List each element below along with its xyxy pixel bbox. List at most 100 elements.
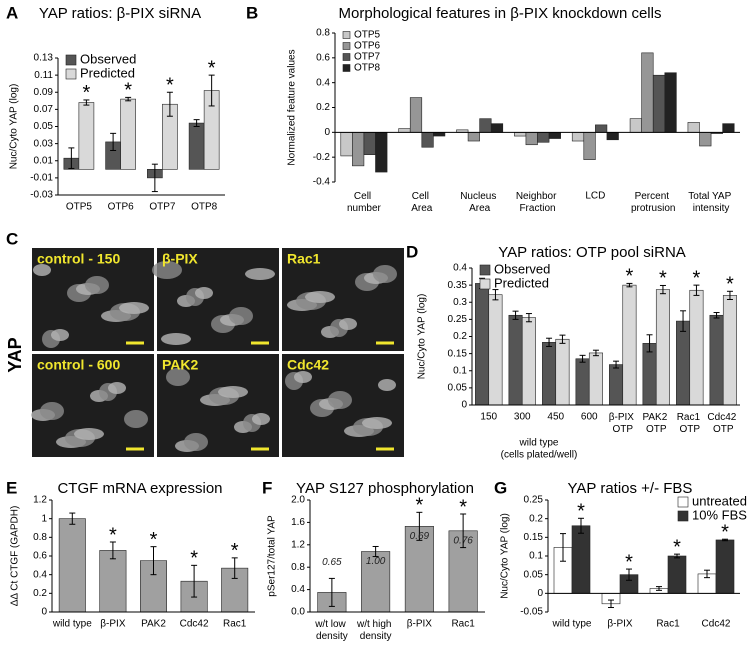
image-label: Cdc42 (287, 357, 329, 373)
cell (119, 302, 149, 314)
cell (184, 433, 208, 451)
error-bar (726, 290, 733, 301)
x-tick-label: Cdc42 OTP (707, 412, 739, 435)
x-tick-label: wild type (552, 619, 592, 630)
cell (108, 382, 126, 394)
y-tick-label: 1.2 (291, 539, 305, 550)
y-tick-label: 0.8 (291, 562, 305, 573)
bar (421, 132, 434, 148)
significance-mark: * (109, 524, 117, 546)
y-tick-label: 0.13 (34, 53, 54, 64)
y-tick-label: 0 (537, 588, 543, 599)
x-tick-label: Rac1 OTP (677, 412, 703, 435)
chart-title: CTGF mRNA expression (57, 480, 222, 497)
bar (409, 97, 423, 133)
cell (305, 291, 335, 303)
bar (641, 52, 654, 133)
y-tick-label: 0.25 (448, 314, 468, 325)
error-bar (512, 310, 519, 320)
bar (361, 551, 391, 613)
x-tick-label: Rac1 (656, 619, 680, 630)
bar (715, 539, 735, 594)
bar (340, 132, 353, 157)
y-tick-label: 0 (324, 127, 330, 138)
error-bar (680, 310, 687, 332)
y-tick-label: 0.4 (33, 569, 47, 580)
image-label: PAK2 (162, 357, 199, 373)
cell (195, 287, 213, 299)
bar (629, 118, 642, 133)
y-tick-label: 0.0 (291, 607, 305, 618)
error-bar (166, 91, 173, 117)
error-bar (713, 312, 720, 319)
x-tick-label: PAK2 OTP (642, 412, 670, 435)
chart-title: YAP ratios +/- FBS (568, 480, 693, 497)
x-tick-label: wild type (52, 619, 92, 630)
bar (699, 132, 712, 147)
legend-label: OTP7 (354, 52, 381, 63)
x-tick-label: β-PIX OTP (609, 412, 637, 435)
panel-letter: F (262, 478, 272, 497)
bar (583, 132, 596, 160)
significance-mark: * (626, 266, 634, 288)
y-axis-label: Nuc/Cyto YAP (log) (500, 513, 511, 599)
significance-mark: * (577, 501, 585, 523)
y-tick-label: 0.2 (33, 588, 47, 599)
significance-mark: * (726, 274, 734, 296)
bar (508, 314, 523, 406)
image-label: Rac1 (287, 251, 321, 267)
y-axis-label: Normalized feature values (287, 49, 298, 165)
x-tick-label: Total YAP intensity (688, 191, 734, 214)
cell (166, 368, 190, 386)
error-bar (656, 586, 662, 591)
legend-label: OTP8 (354, 63, 381, 74)
x-tick-label: β-PIX (407, 619, 433, 630)
x-tick-label: 300 (514, 412, 531, 423)
significance-mark: * (693, 267, 701, 289)
y-tick-label: -0.03 (30, 190, 53, 201)
panel-letter: D (406, 242, 418, 261)
bar (588, 352, 603, 406)
bar (622, 284, 637, 406)
bar (571, 525, 591, 594)
bar (575, 358, 590, 406)
error-bar (231, 557, 238, 579)
x-tick-label: 450 (547, 412, 564, 423)
bar (555, 338, 570, 406)
error-bar (659, 284, 666, 295)
legend-label: Predicted (80, 65, 135, 80)
bar-note: 0.69 (410, 531, 430, 542)
cell (373, 265, 397, 283)
significance-mark: * (208, 57, 216, 79)
image-label: control - 150 (37, 251, 120, 267)
legend-label: untreated (692, 493, 747, 508)
y-tick-label: 1.2 (33, 495, 47, 506)
error-bar (560, 533, 566, 562)
bar (722, 295, 737, 406)
x-tick-label: Percent protrusion (631, 191, 675, 214)
panel-letter: C (6, 229, 18, 248)
error-bar (693, 284, 700, 296)
bar (475, 283, 490, 406)
cell (362, 417, 392, 429)
error-bar (626, 282, 633, 288)
row-label: YAP (5, 337, 25, 372)
cell (74, 428, 104, 440)
bar (488, 294, 503, 406)
image-label: β-PIX (162, 251, 198, 267)
error-bar (546, 337, 553, 347)
panel-letter: B (246, 3, 258, 22)
cell (33, 264, 51, 276)
y-tick-label: 0.8 (33, 532, 47, 543)
significance-mark: * (124, 80, 132, 102)
x-tick-label: OTP5 (66, 202, 93, 213)
bar (642, 343, 657, 406)
y-tick-label: 0.6 (33, 551, 47, 562)
y-tick-label: 0.07 (34, 104, 54, 115)
x-tick-label: 600 (581, 412, 598, 423)
y-tick-label: 0.09 (34, 87, 54, 98)
error-bar (150, 546, 157, 576)
bar (609, 364, 624, 406)
cell (378, 379, 396, 391)
y-tick-label: 0.2 (529, 513, 543, 524)
